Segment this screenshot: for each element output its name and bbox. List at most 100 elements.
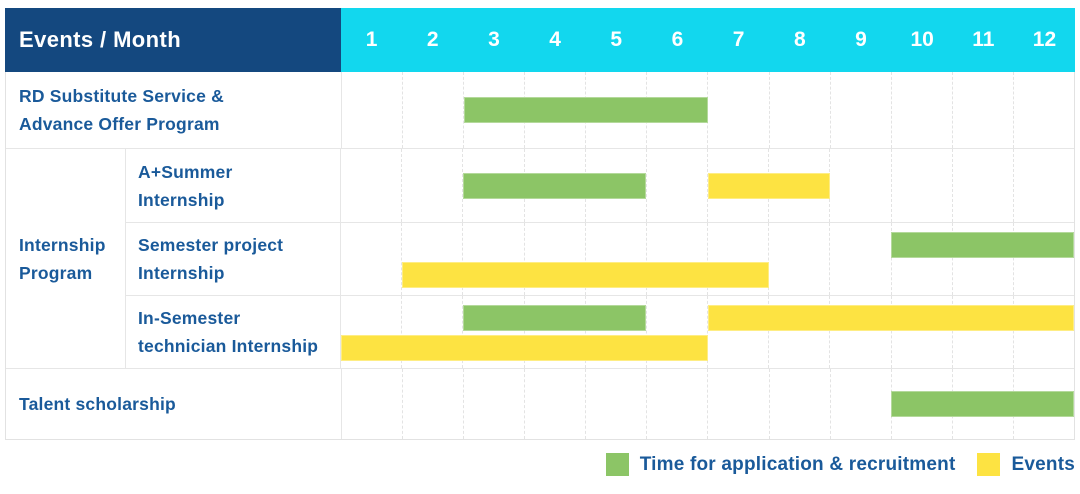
- month-header-label: 2: [426, 28, 439, 51]
- month-grid-cell: [829, 296, 890, 368]
- legend-label: Time for application & recruitment: [639, 453, 956, 475]
- month-grid-cell: [707, 72, 768, 148]
- month-grid-cell: [402, 72, 463, 148]
- month-header-label: 10: [910, 28, 934, 51]
- month-grid-cell: [951, 223, 1013, 295]
- month-grid-cell: [1012, 296, 1074, 368]
- gantt-bar-application: [891, 391, 1074, 417]
- row-label-line: Talent scholarship: [19, 394, 176, 414]
- month-grid-cell: [768, 72, 830, 148]
- month-grid-cell: [768, 223, 829, 295]
- month-grid-cell: [951, 296, 1013, 368]
- month-grid-cell: [401, 296, 462, 368]
- month-grid-semester-project: [341, 223, 1074, 295]
- month-grid-cell: [402, 369, 463, 439]
- row-in-semester-technician-internship: In-Semester technician Internship: [126, 295, 1074, 368]
- row-a-plus-summer-internship: A+Summer Internship: [126, 149, 1074, 222]
- month-grid-cell: [584, 296, 646, 368]
- table-body: RD Substitute Service & Advance Offer Pr…: [5, 72, 1075, 440]
- month-grid-cell: [585, 369, 646, 439]
- month-header-row: 1 2 3 4 5 6 7 8 9 10 11 12: [341, 8, 1075, 72]
- header-events-month-cell: Events / Month: [5, 8, 341, 72]
- legend-label: Events: [1011, 453, 1075, 475]
- row-label-line: technician Internship: [138, 336, 319, 356]
- month-grid-cell: [890, 149, 952, 222]
- month-header-label: 11: [972, 28, 995, 51]
- month-grid-cell: [890, 72, 952, 148]
- table-header: Events / Month 1 2 3 4 5 6 7 8 9 10 11 1…: [5, 8, 1075, 72]
- row-semester-project-internship: Semester project Internship: [126, 222, 1074, 295]
- month-grid-cell: [584, 223, 646, 295]
- month-grid-cell: [829, 149, 890, 222]
- group-internship-program: Internship Program A+Summer Internship S…: [6, 148, 1074, 368]
- row-rd-substitute-service: RD Substitute Service & Advance Offer Pr…: [6, 72, 1074, 148]
- month-grid-cell: [829, 369, 891, 439]
- month-header-label: 4: [549, 28, 561, 51]
- month-grid-cell: [768, 296, 829, 368]
- month-grid-cell: [645, 296, 707, 368]
- month-grid-cell: [341, 149, 401, 222]
- month-grid-cell: [707, 223, 768, 295]
- month-grid-cell: [890, 223, 952, 295]
- month-header-label: 8: [793, 28, 806, 51]
- month-header-label: 6: [671, 28, 684, 51]
- month-grid-cell: [890, 296, 952, 368]
- group-label-line: Program: [19, 262, 93, 283]
- row-label-cell: Semester project Internship: [126, 223, 341, 295]
- row-label-line: A+Summer: [138, 161, 233, 182]
- month-grid-cell: [646, 369, 707, 439]
- gantt-bar-application: [463, 172, 647, 199]
- month-grid-talent-scholarship: [342, 369, 1074, 439]
- legend-item-application: Time for application & recruitment: [605, 453, 956, 476]
- month-grid-cell: [707, 296, 768, 368]
- month-header-label: 9: [855, 28, 867, 51]
- gantt-bar-event: [707, 305, 1074, 331]
- month-grid-cell: [462, 223, 523, 295]
- month-grid-cell: [524, 369, 585, 439]
- month-grid-a-plus-summer: [341, 149, 1074, 222]
- month-grid-cell: [463, 369, 524, 439]
- month-grid-cell: [1012, 223, 1074, 295]
- gantt-bar-application: [464, 97, 708, 123]
- row-label-line: Semester project: [138, 235, 284, 255]
- month-grid-cell: [1012, 72, 1074, 148]
- month-header-label: 1: [365, 28, 378, 51]
- row-label-line: In-Semester: [138, 308, 241, 328]
- row-label-line: RD Substitute Service &: [19, 86, 224, 106]
- month-header-label: 5: [610, 28, 623, 51]
- month-header-label: 12: [1032, 28, 1057, 51]
- month-grid-cell: [463, 72, 524, 148]
- month-grid-cell: [768, 369, 830, 439]
- month-header-label: 7: [732, 28, 745, 51]
- month-grid-cell: [951, 149, 1013, 222]
- month-grid-cell: [829, 72, 891, 148]
- gantt-bar-event: [402, 262, 769, 288]
- month-grid-cell: [707, 369, 768, 439]
- month-grid-cell: [645, 223, 707, 295]
- gantt-bar-event: [707, 172, 830, 199]
- group-label-line: Internship: [19, 234, 106, 255]
- month-grid-cell: [523, 223, 585, 295]
- month-header-label: 3: [488, 28, 500, 51]
- month-grid-cell: [462, 296, 523, 368]
- row-label-cell: RD Substitute Service & Advance Offer Pr…: [6, 72, 342, 148]
- events-swatch-icon: [977, 453, 1001, 476]
- month-grid-cell: [523, 296, 585, 368]
- month-grid-cell: [341, 223, 401, 295]
- month-grid-cell: [342, 369, 402, 439]
- events-month-table: Events / Month 1 2 3 4 5 6 7 8 9 10 11 1…: [5, 8, 1075, 440]
- group-subrows: A+Summer Internship Semester project Int…: [126, 149, 1074, 368]
- row-label-line: Internship: [138, 189, 225, 210]
- month-grid-rd-substitute: [342, 72, 1074, 148]
- month-grid-cell: [951, 72, 1013, 148]
- legend-item-events: Events: [977, 453, 1075, 476]
- row-label-line: Advance Offer Program: [19, 114, 220, 134]
- month-grid-in-semester-technician: [341, 296, 1074, 368]
- month-grid-cell: [401, 149, 462, 222]
- month-grid-cell: [401, 223, 462, 295]
- gantt-bar-application: [890, 232, 1074, 258]
- month-grid-cell: [462, 149, 523, 222]
- gantt-bar-application: [463, 305, 647, 331]
- legend: Time for application & recruitment Event…: [605, 453, 1075, 476]
